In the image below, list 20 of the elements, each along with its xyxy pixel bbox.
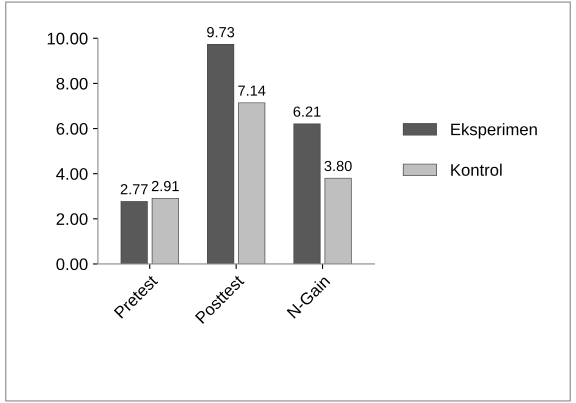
data-label: 3.80 [324,160,352,172]
bar [152,198,179,264]
bar [324,178,352,264]
data-label: 9.73 [207,27,234,38]
bar [238,102,266,264]
y-tick-label: 8.00 [56,78,88,90]
data-label: 7.14 [238,86,266,96]
bar [293,123,321,264]
y-tick-label: 6.00 [56,122,88,135]
legend-label: Kontrol [451,164,502,176]
data-label: 2.77 [120,184,148,194]
y-tick-label: 0.00 [56,258,88,270]
y-tick-label: 4.00 [56,168,88,180]
legend-label: Eksperimen [451,123,537,139]
bar [120,201,148,264]
data-label: 6.21 [294,106,320,117]
data-label: 2.91 [152,180,179,192]
y-tick-label: 2.00 [56,213,88,226]
bar [207,44,234,264]
y-tick-label: 10.00 [48,32,88,44]
